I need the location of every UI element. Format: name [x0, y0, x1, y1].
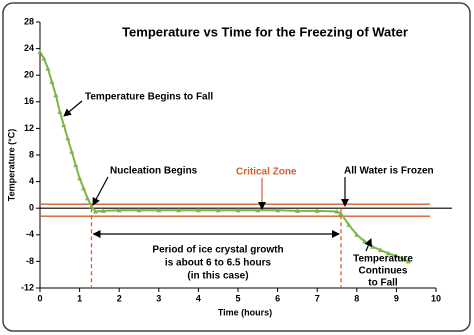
x-tick-label: 6 [275, 293, 280, 303]
data-point [401, 256, 407, 262]
y-tick-label: -12 [21, 282, 34, 292]
x-tick-label: 5 [235, 293, 240, 303]
data-point [235, 207, 241, 213]
data-point [136, 207, 142, 213]
annotation: to Fall [368, 278, 398, 289]
data-point [81, 185, 87, 191]
annotation-arrow [63, 100, 83, 117]
y-axis-label: Temperature (°C) [6, 129, 16, 201]
data-point [100, 208, 106, 213]
annotation: Nucleation Begins [110, 166, 198, 177]
y-tick-label: -8 [26, 256, 34, 266]
x-tick-label: 8 [354, 293, 359, 303]
data-point [294, 208, 300, 213]
data-point [88, 203, 94, 209]
data-point [354, 232, 360, 237]
data-point [53, 92, 59, 98]
y-tick-label: -4 [26, 229, 34, 239]
x-tick-label: 2 [117, 293, 122, 303]
data-point [314, 208, 320, 213]
y-tick-label: 16 [24, 96, 34, 106]
annotation: is about 6 to 6.5 hours [165, 258, 272, 269]
x-tick-label: 3 [156, 293, 161, 303]
data-point [69, 149, 75, 154]
x-tick-label: 1 [77, 293, 82, 303]
annotation: Period of ice crystal growth [152, 245, 283, 256]
annotation: All Water is Frozen [344, 166, 434, 177]
annotation: Critical Zone [236, 167, 297, 178]
data-point [334, 209, 340, 214]
data-point [85, 195, 91, 201]
data-point [176, 207, 182, 213]
data-point [92, 209, 98, 214]
data-point [49, 79, 55, 84]
x-tick-label: 0 [37, 293, 42, 303]
data-point [116, 207, 122, 213]
data-point [405, 258, 411, 264]
data-point [215, 207, 221, 213]
data-point [65, 135, 71, 141]
data-point [61, 122, 67, 128]
y-tick-label: 28 [24, 16, 34, 26]
data-point [346, 222, 352, 227]
annotation: Temperature Begins to Fall [85, 92, 213, 103]
x-tick-label: 4 [196, 293, 201, 303]
y-tick-label: 20 [24, 70, 34, 80]
y-tick-label: 8 [29, 149, 34, 159]
data-point [37, 49, 43, 54]
x-tick-label: 9 [394, 293, 399, 303]
annotation-arrow [364, 238, 372, 252]
data-point [393, 253, 399, 259]
data-line [39, 51, 409, 263]
data-point [195, 207, 201, 213]
data-point [57, 109, 63, 114]
y-tick-label: 24 [24, 43, 34, 53]
frame [2, 2, 471, 332]
x-tick-label: 10 [431, 293, 441, 303]
data-point [378, 247, 384, 253]
data-point [73, 162, 79, 167]
data-point [45, 66, 51, 71]
data-point [41, 56, 47, 61]
y-tick-label: 4 [29, 176, 34, 186]
data-point [255, 207, 261, 213]
x-axis-label: Time (hours) [218, 307, 272, 317]
annotation: Continues [359, 266, 408, 277]
x-tick-label: 7 [315, 293, 320, 303]
annotation-arrow [92, 176, 109, 206]
data-point [275, 207, 281, 213]
data-point [370, 244, 376, 249]
data-point [385, 250, 391, 256]
data-point [338, 211, 344, 216]
data-point [156, 207, 162, 213]
annotation: Temperature [353, 254, 413, 265]
annotation: (in this case) [187, 271, 248, 282]
data-point [77, 175, 83, 181]
chart-title: Temperature vs Time for the Freezing of … [122, 24, 408, 39]
y-tick-label: 12 [24, 123, 34, 133]
y-tick-label: 0 [29, 203, 34, 213]
